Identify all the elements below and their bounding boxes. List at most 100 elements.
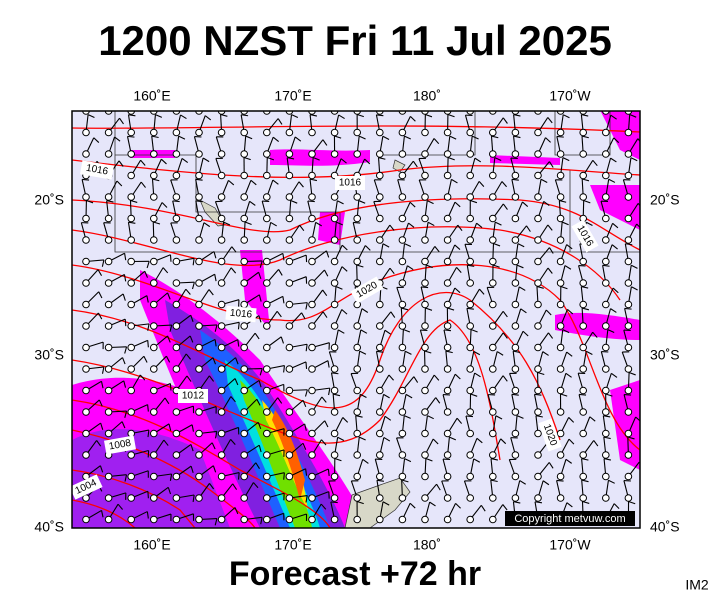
- barb-station: [264, 258, 271, 265]
- barb-feather: [466, 416, 473, 417]
- top-label: 170˚E: [274, 88, 311, 104]
- barb-station: [151, 258, 158, 265]
- bottom-label: 170˚W: [549, 537, 591, 553]
- barb-station: [128, 129, 135, 136]
- barb-station: [625, 280, 632, 287]
- barb-station: [309, 323, 316, 330]
- barb-station: [264, 430, 271, 437]
- barb-station: [173, 366, 180, 373]
- barb-station: [625, 237, 632, 244]
- barb-station: [625, 344, 632, 351]
- barb-station: [399, 323, 406, 330]
- barb-station: [535, 194, 542, 201]
- barb-station: [580, 258, 587, 265]
- barb-station: [354, 516, 361, 523]
- barb-station: [331, 495, 338, 502]
- barb-station: [105, 301, 112, 308]
- barb-station: [467, 129, 474, 136]
- barb-station: [286, 516, 293, 523]
- barb-station: [490, 452, 497, 459]
- barb-staff: [86, 93, 89, 111]
- barb-station: [399, 258, 406, 265]
- barb-feather: [405, 93, 411, 96]
- barb-station: [128, 473, 135, 480]
- barb-station: [490, 151, 497, 158]
- barb-station: [535, 258, 542, 265]
- barb-station: [331, 237, 338, 244]
- barb-station: [557, 280, 564, 287]
- barb-station: [128, 452, 135, 459]
- barb-station: [377, 323, 384, 330]
- barb-station: [196, 323, 203, 330]
- barb-station: [354, 129, 361, 136]
- barb-station: [241, 323, 248, 330]
- barb-station: [128, 495, 135, 502]
- barb-station: [625, 409, 632, 416]
- barb-station: [399, 387, 406, 394]
- barb-station: [354, 473, 361, 480]
- barb-station: [512, 452, 519, 459]
- barb-station: [422, 194, 429, 201]
- barb-station: [512, 344, 519, 351]
- barb-station: [444, 344, 451, 351]
- barb-station: [535, 452, 542, 459]
- barb-station: [105, 237, 112, 244]
- barb-station: [83, 280, 90, 287]
- barb-station: [241, 258, 248, 265]
- barb-station: [331, 194, 338, 201]
- barb-station: [557, 129, 564, 136]
- barb-station: [196, 516, 203, 523]
- barb-station: [83, 237, 90, 244]
- barb-station: [580, 473, 587, 480]
- barb-station: [444, 215, 451, 222]
- barb-station: [603, 237, 610, 244]
- barb-station: [105, 387, 112, 394]
- barb-station: [173, 516, 180, 523]
- barb-feather: [178, 93, 184, 96]
- forecast-label: Forecast +72 hr: [229, 555, 481, 593]
- barb-station: [83, 151, 90, 158]
- right-label: 30˚S: [650, 347, 680, 363]
- barb-station: [173, 280, 180, 287]
- bottom-label: 160˚E: [133, 537, 170, 553]
- barb-station: [377, 366, 384, 373]
- barb-station: [444, 323, 451, 330]
- barb-station: [331, 452, 338, 459]
- top-label: 160˚E: [133, 88, 170, 104]
- barb-station: [196, 366, 203, 373]
- barb-station: [309, 452, 316, 459]
- barb-station: [603, 280, 610, 287]
- barb-station: [128, 280, 135, 287]
- barb-station: [490, 237, 497, 244]
- barb-station: [625, 452, 632, 459]
- barb-station: [512, 495, 519, 502]
- barb-staff: [357, 94, 363, 111]
- barb-station: [377, 409, 384, 416]
- barb-staff: [199, 93, 202, 111]
- barb-station: [580, 366, 587, 373]
- barb-station: [535, 473, 542, 480]
- barb-station: [399, 344, 406, 351]
- barb-station: [331, 301, 338, 308]
- barb-station: [83, 344, 90, 351]
- barb-station: [535, 280, 542, 287]
- barb-station: [83, 301, 90, 308]
- barb-station: [151, 323, 158, 330]
- left-label: 30˚S: [34, 347, 64, 363]
- barb-station: [512, 258, 519, 265]
- barb-station: [603, 344, 610, 351]
- barb-station: [264, 516, 271, 523]
- barb-station: [331, 323, 338, 330]
- barb-station: [151, 301, 158, 308]
- barb-station: [557, 194, 564, 201]
- top-label: 170˚W: [549, 88, 591, 104]
- barb-station: [218, 344, 225, 351]
- barb-station: [580, 280, 587, 287]
- barb-station: [196, 258, 203, 265]
- barb-station: [173, 172, 180, 179]
- barb-station: [241, 344, 248, 351]
- barb-feather: [579, 394, 586, 395]
- barb-station: [557, 323, 564, 330]
- barb-staff: [515, 93, 518, 111]
- barb-station: [196, 473, 203, 480]
